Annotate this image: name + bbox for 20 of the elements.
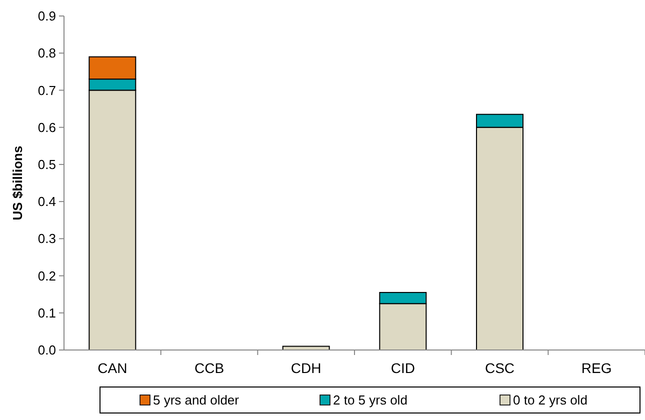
y-tick-label: 0.2 [38, 268, 56, 284]
y-tick-label: 0.5 [38, 156, 56, 172]
y-tick-label: 0.0 [38, 342, 56, 358]
x-tick-label: CAN [98, 360, 128, 376]
y-tick-label: 0.3 [38, 231, 56, 246]
legend-label: 2 to 5 yrs old [333, 392, 408, 408]
x-tick-label: CID [390, 360, 415, 376]
x-tick-label: REG [581, 360, 612, 376]
y-tick-label: 0.8 [38, 46, 56, 61]
x-tick-label: CDH [290, 360, 322, 376]
x-tick-label: CCB [194, 360, 224, 376]
y-tick-label: 0.7 [38, 82, 56, 98]
legend-label: 5 yrs and older [153, 392, 240, 408]
y-tick-label: 0.6 [38, 120, 56, 135]
y-tick-label: 0.4 [38, 194, 56, 210]
y-tick-label: 0.9 [38, 8, 56, 24]
y-tick-label: 0.1 [38, 305, 56, 320]
x-tick-label: CSC [484, 360, 515, 376]
y-axis-title: US $billions [10, 146, 25, 220]
legend-label: 0 to 2 yrs old [513, 392, 588, 408]
